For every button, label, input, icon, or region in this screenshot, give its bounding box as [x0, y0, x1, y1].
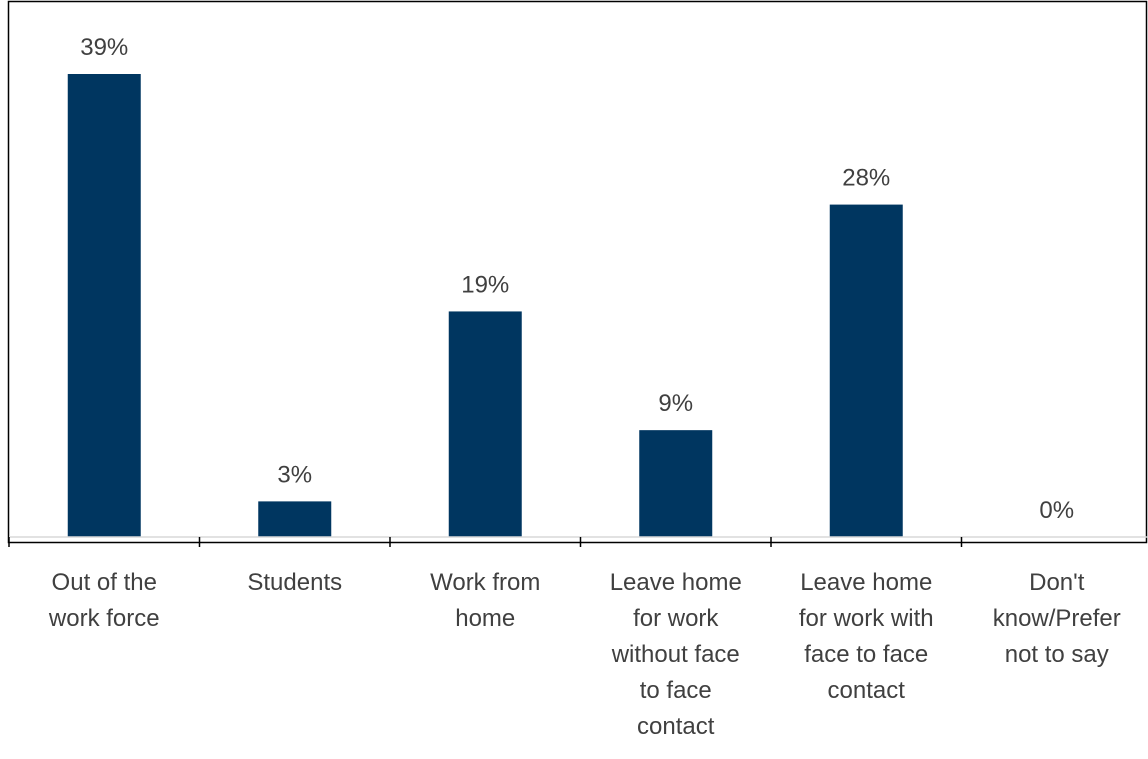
category-label-line: contact	[637, 713, 715, 740]
category-label: Leave home for work without face to face con…	[610, 569, 742, 740]
category-label-line: Don't	[1029, 569, 1085, 596]
category-label-line: Leave home	[610, 569, 742, 596]
category-label-line: contact	[828, 677, 906, 704]
category-label-line: to face	[640, 677, 712, 704]
category-label-line: Work from	[430, 569, 540, 596]
data-label: 3%	[277, 461, 312, 488]
bars-layer	[67, 74, 903, 538]
category-label-line: face to face	[804, 641, 928, 668]
category-label-line: home	[455, 605, 515, 632]
bar	[448, 311, 522, 537]
category-labels-layer: Out of the work force Students Work from hom…	[48, 569, 1121, 740]
data-label: 19%	[461, 271, 509, 298]
category-label: Work from home	[430, 569, 540, 632]
category-label-line: for work with	[799, 605, 934, 632]
plot-frame	[7, 0, 1148, 544]
category-label-line: know/Prefer	[993, 605, 1121, 632]
data-label: 39%	[80, 34, 128, 61]
category-label: Students	[247, 569, 342, 596]
category-label-line: Out of the	[52, 569, 157, 596]
bar	[67, 74, 141, 537]
value-labels-layer: 39% 3% 19% 9% 28% 0%	[80, 34, 1074, 524]
category-label-line: Leave home	[800, 569, 932, 596]
bar	[639, 430, 713, 537]
bar	[258, 501, 332, 537]
category-label-line: without face	[611, 641, 740, 668]
x-axis	[8, 536, 1148, 547]
category-label: Leave home for work with face to face conta…	[799, 569, 934, 704]
data-label: 0%	[1039, 497, 1074, 524]
category-label: Out of the work force	[48, 569, 160, 632]
category-label-line: not to say	[1005, 641, 1109, 668]
category-label-line: for work	[633, 605, 719, 632]
data-label: 9%	[658, 390, 693, 417]
category-label-line: Students	[247, 569, 342, 596]
bar	[829, 204, 903, 538]
data-label: 28%	[842, 165, 890, 192]
category-label-line: work force	[48, 605, 160, 632]
category-label: Don't know/Prefer not to say	[993, 569, 1121, 668]
